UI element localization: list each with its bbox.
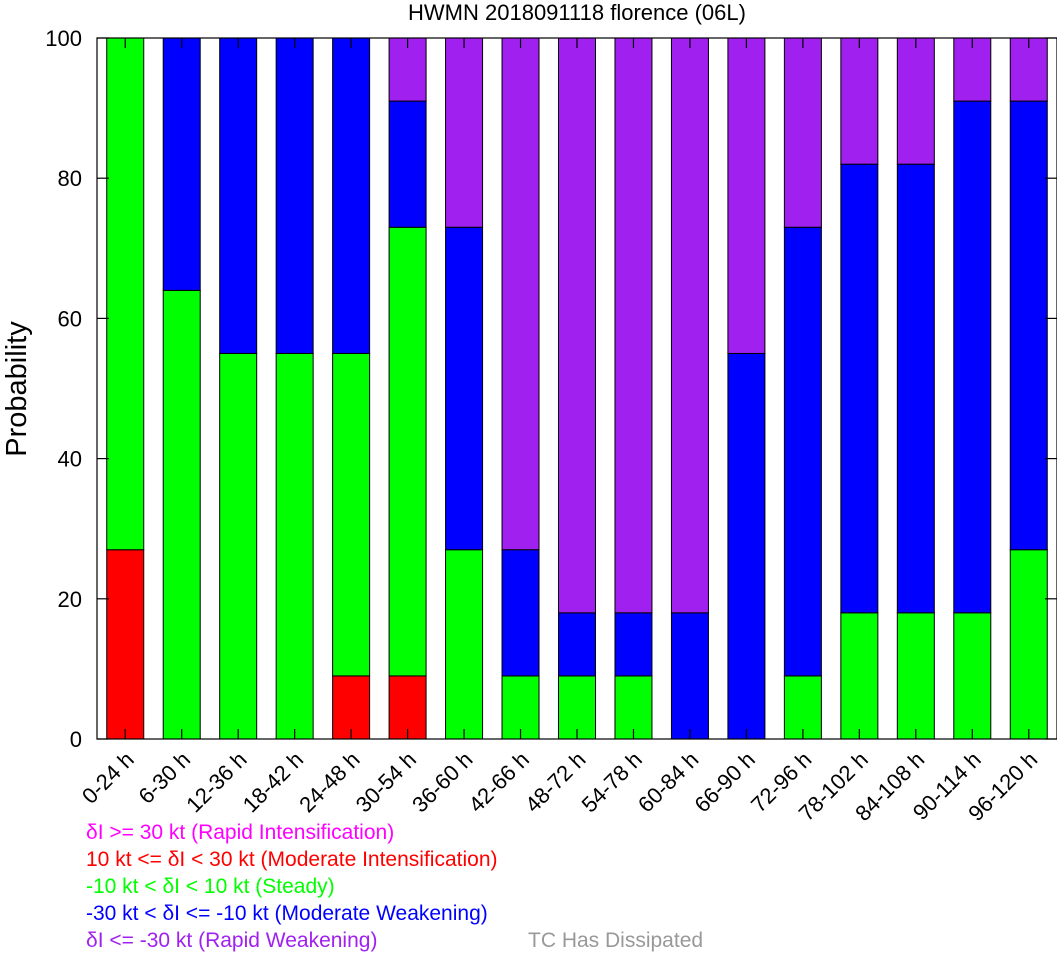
bar-mi-4 [332,675,371,740]
bar-rw-12 [783,37,822,228]
bar-rw-9 [614,37,653,614]
bar-rw-8 [558,37,596,614]
x-tick-label-0: 0-24 h [77,747,139,809]
legend-moderate-intensification: 10 kt <= δI < 30 kt (Moderate Intensific… [86,848,498,871]
bar-st-2 [219,352,258,740]
bar-rw-7 [501,37,540,551]
bar-mi-5 [388,675,427,740]
bar-st-7 [501,675,540,740]
legend-rapid-weakening: δI <= -30 kt (Rapid Weakening) [86,929,378,952]
bar-rw-15 [953,37,992,102]
y-tick-label-80: 80 [58,166,82,191]
bar-mw-3 [275,37,314,354]
bar-mw-8 [558,612,596,677]
legend-moderate-weakening: -30 kt < δI <= -10 kt (Moderate Weakenin… [86,902,488,925]
x-tick-label-2: 12-36 h [181,747,251,817]
bar-mw-5 [388,100,427,228]
chart-title: HWMN 2018091118 florence (06L) [408,0,746,25]
y-tick-label-40: 40 [58,447,82,472]
bar-mw-9 [614,612,653,677]
x-tick-label-5: 30-54 h [351,747,421,817]
bar-mw-15 [953,100,992,614]
bar-rw-10 [670,37,709,614]
bar-st-9 [614,675,653,740]
y-tick-label-20: 20 [58,587,82,612]
bar-st-6 [445,549,484,740]
bar-mi-0 [106,549,145,740]
x-tick-label-3: 18-42 h [238,747,308,817]
bar-mw-13 [840,163,879,614]
x-tick-label-8: 48-72 h [520,747,590,817]
bar-rw-16 [1009,37,1048,102]
bar-rw-14 [896,37,935,165]
bar-st-1 [162,289,201,740]
bar-st-3 [275,352,314,740]
x-tick-label-11: 66-90 h [690,747,760,817]
x-tick-label-6: 36-60 h [407,747,477,817]
bar-st-16 [1009,549,1048,740]
bar-mw-11 [727,352,766,740]
bar-mw-2 [219,37,258,354]
bar-st-13 [840,612,879,740]
bar-mw-1 [162,37,201,291]
legend-rapid-intensification: δI >= 30 kt (Rapid Intensification) [86,821,395,844]
bar-rw-13 [840,37,879,165]
bar-mw-16 [1009,100,1048,551]
x-tick-label-9: 54-78 h [577,747,647,817]
y-axis-label: Probability [1,321,33,457]
bar-mw-10 [670,612,709,740]
legend-steady: -10 kt < δI < 10 kt (Steady) [86,875,335,898]
bar-st-4 [332,352,371,677]
bar-mw-4 [332,37,371,354]
bar-mw-12 [783,226,822,677]
bar-mw-7 [501,549,540,677]
x-tick-label-4: 24-48 h [294,747,364,817]
legend-tc-dissipated: TC Has Dissipated [528,929,704,952]
bar-mw-14 [896,163,935,614]
bar-rw-6 [445,37,484,228]
y-tick-label-60: 60 [58,306,82,331]
bar-st-14 [896,612,935,740]
x-tick-label-10: 60-84 h [633,747,703,817]
y-tick-label-100: 100 [45,26,82,51]
x-tick-label-7: 42-66 h [464,747,534,817]
bar-st-5 [388,226,427,677]
bars-group [106,37,1048,740]
bar-st-15 [953,612,992,740]
y-tick-label-0: 0 [70,727,82,752]
bar-mw-6 [445,226,484,551]
bar-rw-11 [727,37,766,354]
bar-st-0 [106,37,145,551]
